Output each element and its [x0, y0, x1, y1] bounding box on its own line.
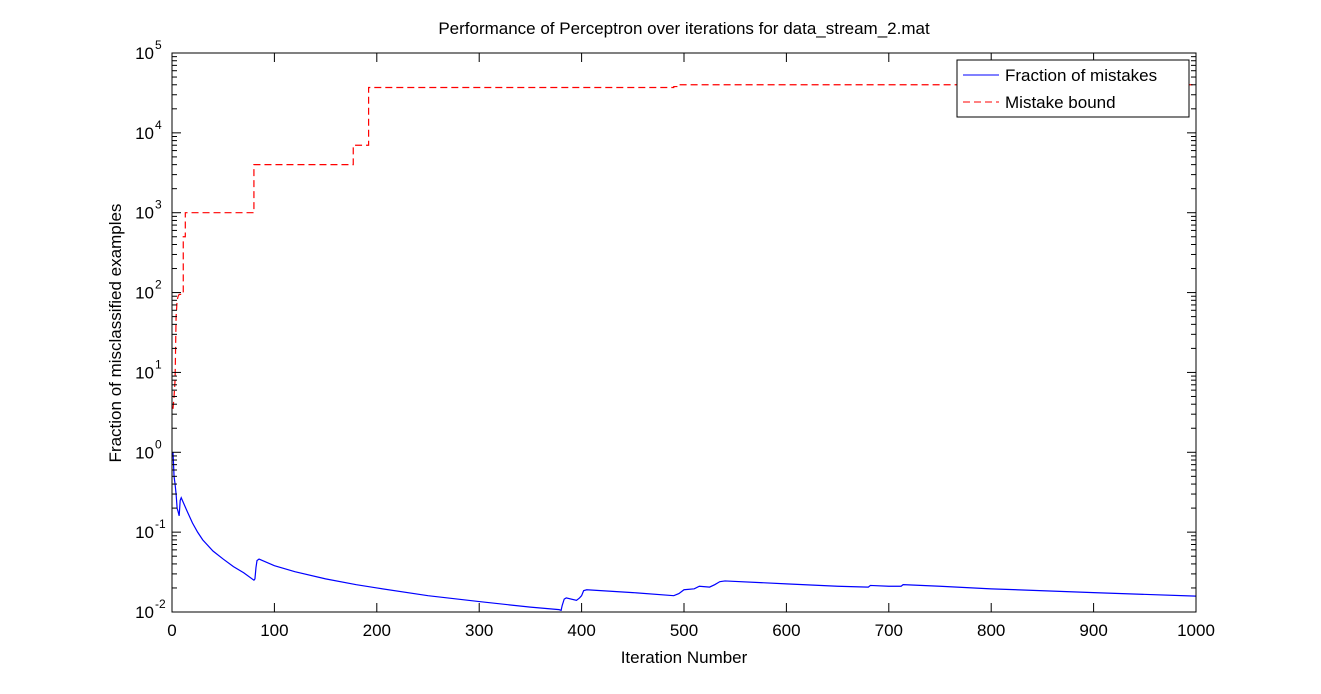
y-tick-label: 10 [135, 44, 154, 63]
legend-label-bound: Mistake bound [1005, 93, 1116, 112]
y-tick-label: 10 [135, 523, 154, 542]
legend: Fraction of mistakes Mistake bound [956, 59, 1190, 118]
series-layer [172, 84, 1197, 612]
y-axis-label: Fraction of misclassified examples [106, 204, 125, 463]
x-axis-label: Iteration Number [621, 648, 748, 667]
x-tick-label: 0 [167, 621, 176, 640]
legend-label-mistakes: Fraction of mistakes [1005, 66, 1157, 85]
x-tick-label: 800 [977, 621, 1005, 640]
chart-title: Performance of Perceptron over iteration… [438, 19, 930, 38]
plot-area-border [171, 52, 1197, 613]
y-tick-label: 10 [135, 363, 154, 382]
x-tick-label: 700 [875, 621, 903, 640]
y-tick-exponent: 3 [155, 198, 162, 212]
y-tick-exponent: 2 [155, 278, 162, 292]
y-tick-exponent: 4 [155, 118, 162, 132]
y-tick-label: 10 [135, 204, 154, 223]
y-tick-exponent: 1 [155, 357, 162, 371]
x-tick-label: 400 [567, 621, 595, 640]
x-tick-label: 600 [772, 621, 800, 640]
y-tick-label: 10 [135, 603, 154, 622]
series-line-fraction-of-mistakes [172, 452, 1197, 612]
y-tick-exponent: -1 [155, 517, 166, 531]
x-tick-label: 500 [670, 621, 698, 640]
x-tick-label: 300 [465, 621, 493, 640]
x-tick-label: 200 [363, 621, 391, 640]
series-line-mistake-bound [172, 84, 1196, 409]
y-tick-label: 10 [135, 443, 154, 462]
tick-layer: 0 100 200 300 400 500 600 700 800 900 100010-210-1… [135, 38, 1215, 640]
legend-box [956, 59, 1190, 118]
x-tick-label: 100 [260, 621, 288, 640]
x-tick-label: 1000 [1177, 621, 1215, 640]
y-tick-exponent: 0 [155, 437, 162, 451]
x-tick-label: 900 [1079, 621, 1107, 640]
y-tick-label: 10 [135, 284, 154, 303]
y-tick-exponent: -2 [155, 597, 166, 611]
y-tick-exponent: 5 [155, 38, 162, 52]
y-tick-label: 10 [135, 124, 154, 143]
